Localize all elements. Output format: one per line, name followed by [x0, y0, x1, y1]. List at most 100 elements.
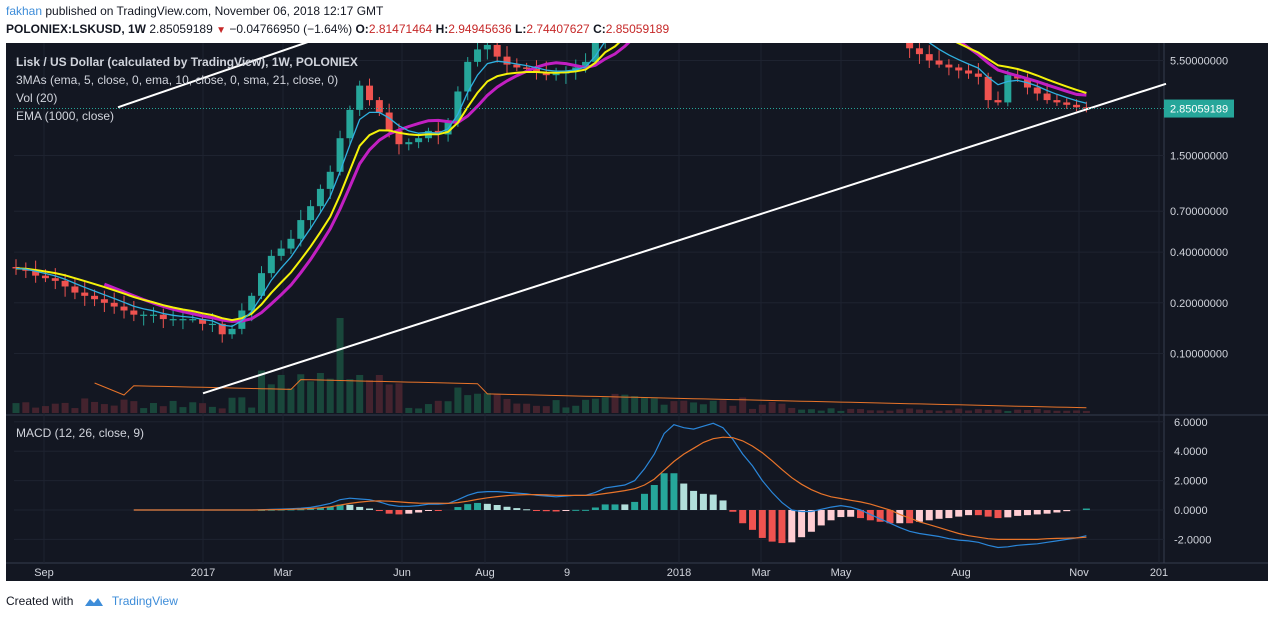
volume-bar — [179, 407, 187, 413]
macd-hist-bar — [297, 509, 305, 511]
macd-hist-bar — [739, 510, 747, 524]
volume-bar — [984, 409, 992, 413]
macd-hist-bar — [346, 504, 354, 510]
macd-tick-label: 4.0000 — [1174, 446, 1208, 458]
volume-bar — [513, 403, 521, 413]
macd-hist-bar — [827, 510, 835, 521]
volume-bar — [1023, 409, 1031, 413]
candle-body — [1053, 100, 1061, 103]
volume-bar — [395, 383, 403, 413]
candle-body — [189, 319, 197, 321]
volume-ma-line — [94, 379, 1087, 409]
macd-hist-bar — [356, 506, 364, 510]
chart-svg[interactable]: 55.0000000030.0000000017.500000009.50000… — [6, 0, 1268, 581]
price-tick-label: 1.50000000 — [1170, 150, 1228, 162]
candle-body — [915, 48, 923, 55]
macd-hist-bar — [935, 510, 943, 519]
volume-bar — [405, 407, 413, 413]
chart-background — [6, 43, 1268, 581]
volume-bar — [356, 374, 364, 413]
volume-bar — [601, 397, 609, 413]
volume-bar — [925, 410, 933, 413]
macd-hist-bar — [788, 510, 796, 543]
volume-bar — [621, 394, 629, 413]
macd-hist-bar — [768, 510, 776, 542]
candles-layer — [12, 0, 1090, 343]
volume-bar — [424, 404, 432, 413]
macd-hist-bar — [660, 473, 668, 510]
candle-body — [454, 91, 462, 122]
volume-bar — [837, 410, 845, 413]
volume-bar — [130, 401, 138, 413]
tradingview-link[interactable]: TradingView — [111, 594, 178, 608]
candle-body — [228, 328, 236, 335]
volume-bar — [974, 409, 982, 413]
volume-bar — [71, 408, 79, 413]
macd-hist-bar — [984, 510, 992, 517]
symbol-line: POLONIEX:LSKUSD, 1W 2.85059189 ▼ −0.0476… — [6, 20, 1268, 38]
volume-layer — [12, 318, 1090, 413]
macd-hist-bar — [886, 510, 894, 524]
time-tick-label: Nov — [1069, 567, 1089, 579]
candle-body — [955, 67, 963, 71]
macd-hist-bar — [699, 493, 707, 510]
volume-bar — [287, 388, 295, 413]
candle-body — [503, 56, 511, 65]
macd-hist-bar — [719, 500, 727, 510]
candle-body — [51, 278, 59, 281]
macd-hist-bar — [965, 510, 973, 516]
time-tick-label: Aug — [951, 567, 971, 579]
candle-body — [974, 73, 982, 77]
macd-hist-bar — [1014, 510, 1022, 516]
volume-bar — [22, 402, 30, 413]
volume-bar — [110, 405, 118, 413]
volume-bar — [857, 409, 865, 413]
candle-body — [41, 275, 49, 279]
candle-body — [326, 171, 334, 189]
macd-hist-bar — [896, 510, 904, 524]
macd-hist-bar — [994, 510, 1002, 519]
volume-bar — [1004, 410, 1012, 413]
candle-body — [71, 286, 79, 293]
volume-bar — [267, 384, 275, 413]
volume-bar — [817, 410, 825, 413]
volume-bar — [149, 403, 157, 413]
volume-bar — [483, 393, 491, 413]
volume-bar — [1014, 409, 1022, 413]
volume-bar — [375, 375, 383, 413]
volume-bar — [61, 402, 69, 413]
candle-body — [179, 319, 187, 321]
volume-bar — [81, 398, 89, 413]
macd-hist-bar — [523, 509, 531, 511]
volume-bar — [945, 410, 953, 413]
candle-body — [169, 319, 177, 321]
volume-bar — [542, 406, 550, 413]
author-link[interactable]: fakhan — [6, 4, 43, 18]
candle-body — [258, 273, 265, 296]
candle-body — [130, 310, 138, 315]
macd-hist-bar — [621, 504, 629, 510]
volume-bar — [336, 318, 344, 413]
candle-body — [483, 44, 491, 50]
candle-body — [945, 64, 953, 68]
volume-bar — [631, 396, 639, 413]
candle-body — [120, 306, 128, 311]
volume-bar — [464, 395, 472, 413]
volume-bar — [32, 407, 40, 413]
last-price-tag — [1164, 99, 1234, 118]
symbol-label: POLONIEX:LSKUSD, 1W — [6, 22, 147, 36]
volume-bar — [935, 410, 943, 413]
volume-bar — [159, 406, 167, 413]
candle-body — [965, 70, 973, 74]
macd-hist-bar — [326, 506, 334, 510]
candle-body — [1004, 75, 1012, 103]
macd-hist-bar — [680, 483, 688, 510]
time-tick-label: 2018 — [667, 567, 691, 579]
time-tick-label: 9 — [564, 567, 570, 579]
volume-bar — [866, 410, 874, 413]
candle-body — [218, 323, 226, 335]
chart-legend: Lisk / US Dollar (calculated by TradingV… — [16, 53, 358, 125]
chart-area[interactable]: 55.0000000030.0000000017.500000009.50000… — [6, 0, 1268, 581]
volume-bar — [1043, 410, 1051, 413]
macd-hist-bar — [1043, 510, 1051, 514]
